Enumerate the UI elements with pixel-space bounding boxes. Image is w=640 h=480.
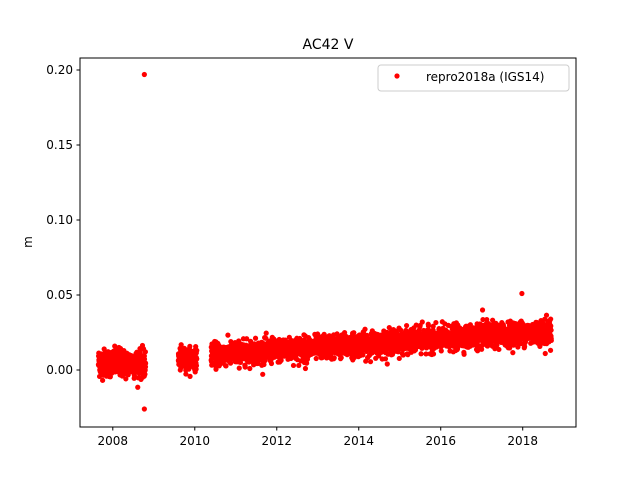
data-point: [461, 351, 467, 357]
data-point: [262, 358, 268, 364]
data-point: [480, 316, 486, 323]
data-point: [484, 343, 491, 349]
data-point: [351, 330, 357, 336]
legend-label: repro2018a (IGS14): [426, 70, 544, 84]
data-point: [543, 312, 550, 318]
data-point: [141, 406, 147, 412]
data-point: [384, 361, 390, 367]
data-point: [403, 322, 410, 329]
data-point: [213, 366, 219, 372]
data-point: [430, 323, 436, 329]
data-point: [187, 343, 193, 349]
data-point: [263, 330, 269, 336]
data-point: [479, 307, 486, 313]
data-point: [290, 362, 297, 369]
data-point: [304, 360, 310, 366]
data-point: [386, 324, 392, 331]
data-point: [382, 356, 389, 362]
data-point: [430, 351, 437, 357]
y-tick-label: 0.10: [46, 213, 73, 227]
data-point: [125, 372, 131, 378]
data-point: [296, 362, 302, 369]
data-point: [263, 335, 269, 341]
data-point: [367, 359, 374, 365]
data-point: [548, 316, 554, 322]
data-point: [400, 352, 406, 358]
x-tick-label: 2012: [261, 434, 292, 448]
data-point: [418, 351, 424, 357]
data-point: [187, 373, 193, 379]
data-point: [183, 371, 189, 377]
y-axis: 0.00 0.05 0.10 0.15 0.20: [46, 63, 80, 377]
data-point: [433, 319, 439, 326]
data-point: [313, 355, 319, 362]
x-tick-label: 2018: [507, 434, 538, 448]
data-point: [194, 356, 200, 362]
chart-title: AC42 V: [303, 37, 354, 53]
data-point: [244, 336, 250, 342]
data-point: [548, 327, 554, 333]
data-point: [515, 344, 521, 350]
legend-box: [377, 64, 570, 92]
y-axis-label: m: [21, 236, 35, 248]
data-point: [194, 347, 200, 354]
data-point: [252, 335, 259, 341]
data-point: [331, 355, 337, 361]
x-tick-label: 2016: [425, 434, 456, 448]
data-point: [223, 363, 229, 369]
data-point: [242, 364, 248, 370]
data-point: [278, 357, 284, 363]
plot-frame: [79, 57, 577, 428]
data-point: [142, 371, 148, 377]
data-point: [142, 349, 148, 355]
data-point: [398, 327, 404, 333]
legend: repro2018a (IGS14): [377, 64, 570, 92]
data-point: [542, 350, 548, 357]
data-point: [228, 360, 234, 366]
y-tick-label: 0.00: [46, 363, 73, 377]
x-axis: 2008 2010 2012 2014 2016 2018: [98, 427, 538, 448]
data-point: [548, 323, 554, 329]
data-point: [100, 377, 106, 383]
data-point: [548, 337, 554, 344]
data-point: [193, 362, 200, 369]
x-tick-label: 2014: [343, 434, 374, 448]
data-point: [438, 348, 444, 354]
data-point: [236, 365, 242, 371]
data-point: [419, 319, 425, 325]
data-point: [338, 355, 344, 361]
data-point: [425, 323, 432, 329]
data-point: [141, 71, 147, 78]
x-tick-label: 2010: [180, 434, 211, 448]
data-point: [135, 384, 141, 390]
data-point: [519, 290, 525, 297]
data-point: [302, 365, 309, 372]
y-tick-label: 0.20: [46, 63, 73, 77]
data-point: [268, 360, 275, 367]
data-point: [510, 350, 516, 356]
data-point: [423, 351, 429, 357]
data-point: [272, 353, 278, 360]
y-tick-label: 0.05: [46, 288, 73, 302]
data-point: [143, 360, 149, 366]
data-point: [137, 349, 143, 355]
data-point: [396, 355, 402, 362]
data-point: [362, 326, 368, 332]
x-tick-label: 2008: [98, 434, 129, 448]
data-point: [123, 376, 129, 382]
data-points: [95, 71, 554, 412]
legend-marker: [394, 73, 400, 79]
data-point: [360, 352, 366, 358]
data-point: [496, 346, 502, 353]
y-tick-label: 0.15: [46, 138, 73, 152]
data-point: [260, 371, 266, 377]
data-point: [247, 365, 253, 372]
data-point: [225, 332, 231, 338]
data-point: [178, 342, 184, 348]
data-point: [237, 359, 244, 365]
data-point: [547, 347, 554, 353]
data-point: [116, 344, 122, 351]
